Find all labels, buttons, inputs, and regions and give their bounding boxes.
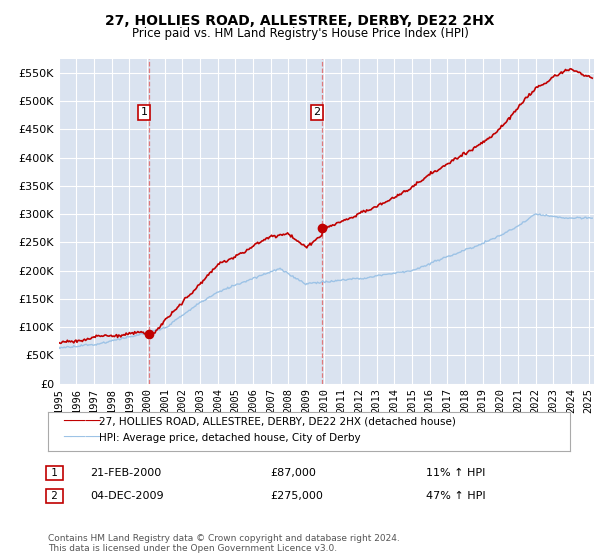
Text: 27, HOLLIES ROAD, ALLESTREE, DERBY, DE22 2HX: 27, HOLLIES ROAD, ALLESTREE, DERBY, DE22… (105, 14, 495, 28)
Text: 2: 2 (48, 491, 61, 501)
Text: 21-FEB-2000: 21-FEB-2000 (90, 468, 161, 478)
Text: 04-DEC-2009: 04-DEC-2009 (90, 491, 164, 501)
Text: ─────: ───── (63, 431, 101, 445)
Text: Contains HM Land Registry data © Crown copyright and database right 2024.
This d: Contains HM Land Registry data © Crown c… (48, 534, 400, 553)
Text: 47% ↑ HPI: 47% ↑ HPI (426, 491, 485, 501)
Text: 1: 1 (48, 468, 61, 478)
Text: £87,000: £87,000 (270, 468, 316, 478)
Text: Price paid vs. HM Land Registry's House Price Index (HPI): Price paid vs. HM Land Registry's House … (131, 27, 469, 40)
Text: £275,000: £275,000 (270, 491, 323, 501)
Text: HPI: Average price, detached house, City of Derby: HPI: Average price, detached house, City… (99, 433, 361, 443)
Text: 1: 1 (140, 108, 148, 118)
Text: ─────: ───── (63, 414, 101, 428)
Text: 27, HOLLIES ROAD, ALLESTREE, DERBY, DE22 2HX (detached house): 27, HOLLIES ROAD, ALLESTREE, DERBY, DE22… (99, 416, 456, 426)
Text: 11% ↑ HPI: 11% ↑ HPI (426, 468, 485, 478)
Text: 2: 2 (313, 108, 320, 118)
